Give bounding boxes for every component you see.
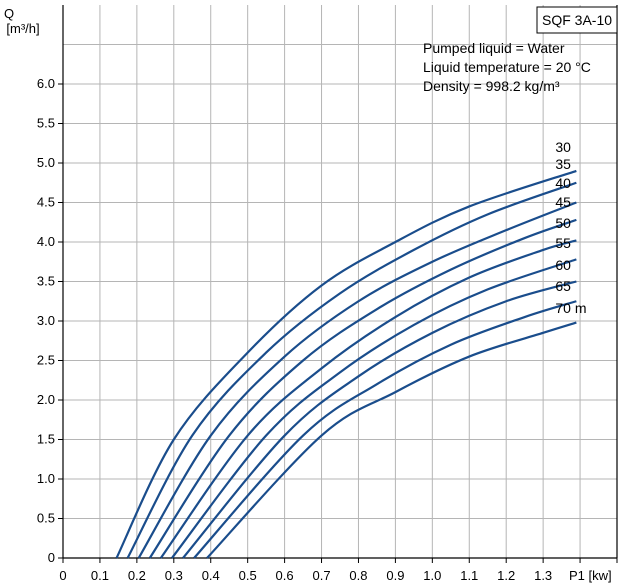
series-label: 70 m xyxy=(555,300,586,316)
x-tick-label: 0.7 xyxy=(312,568,330,583)
series-label: 55 xyxy=(555,235,571,251)
tick-labels: 0 0.1 0.2 0.3 0.4 0.5 0.6 0.7 0.8 0.9 1.0 1.1 1.2 1.3… xyxy=(37,76,552,583)
x-tick-label: 1.2 xyxy=(497,568,515,583)
series-curve xyxy=(137,201,577,559)
series-curve xyxy=(206,321,577,559)
series-label: 50 xyxy=(555,215,571,231)
y-tick-label: 1.5 xyxy=(37,432,55,447)
x-axis-label: P1 [kw] xyxy=(569,568,612,583)
series-label: 40 xyxy=(555,175,571,191)
x-tick-label: 0.5 xyxy=(239,568,257,583)
y-tick-label: 5.5 xyxy=(37,116,55,131)
x-tick-label: 0.8 xyxy=(349,568,367,583)
x-tick-label: 0.2 xyxy=(128,568,146,583)
x-tick-label: 0.3 xyxy=(165,568,183,583)
info-line-liquid-temperature: Liquid temperature = 20 °C xyxy=(423,59,591,75)
series-curve xyxy=(115,169,577,559)
series-curve xyxy=(159,239,577,559)
y-tick-label: 2.5 xyxy=(37,353,55,368)
model-label-box xyxy=(536,6,618,34)
y-axis-label-unit: [m³/h] xyxy=(6,21,39,36)
y-tick-label: 5.0 xyxy=(37,155,55,170)
series-curve xyxy=(193,300,577,559)
chart-axes xyxy=(58,5,618,563)
y-tick-label: 6.0 xyxy=(37,76,55,91)
y-tick-label: 2.0 xyxy=(37,392,55,407)
y-tick-label: 4.5 xyxy=(37,195,55,210)
model-label: SQF 3A-10 xyxy=(542,12,612,28)
y-tick-label: 3.0 xyxy=(37,313,55,328)
chart-curves xyxy=(115,169,577,559)
x-tick-label: 1.1 xyxy=(460,568,478,583)
series-label: 35 xyxy=(555,156,571,172)
y-tick-label: 4.0 xyxy=(37,234,55,249)
series-label: 30 xyxy=(555,139,571,155)
x-tick-label: 0.1 xyxy=(91,568,109,583)
series-curve xyxy=(148,218,577,559)
series-label: 45 xyxy=(555,194,571,210)
series-label: 65 xyxy=(555,278,571,294)
chart-grid xyxy=(63,5,617,558)
info-line-density: Density = 998.2 kg/m³ xyxy=(423,78,560,94)
x-tick-label: 0.6 xyxy=(276,568,294,583)
x-tick-label: 1.3 xyxy=(534,568,552,583)
y-tick-label: 1.0 xyxy=(37,471,55,486)
y-axis-label-q: Q xyxy=(4,6,14,21)
y-tick-label: 3.5 xyxy=(37,274,55,289)
series-curve xyxy=(171,258,577,559)
y-tick-label: 0.5 xyxy=(37,511,55,526)
info-line-pumped-liquid: Pumped liquid = Water xyxy=(423,40,565,56)
series-curve xyxy=(126,181,577,559)
x-tick-label: 0.9 xyxy=(386,568,404,583)
series-curve xyxy=(182,280,577,559)
x-tick-label: 0 xyxy=(59,568,66,583)
x-tick-label: 0.4 xyxy=(202,568,220,583)
series-label: 60 xyxy=(555,257,571,273)
x-tick-label: 1.0 xyxy=(423,568,441,583)
y-tick-label: 0 xyxy=(48,550,55,565)
